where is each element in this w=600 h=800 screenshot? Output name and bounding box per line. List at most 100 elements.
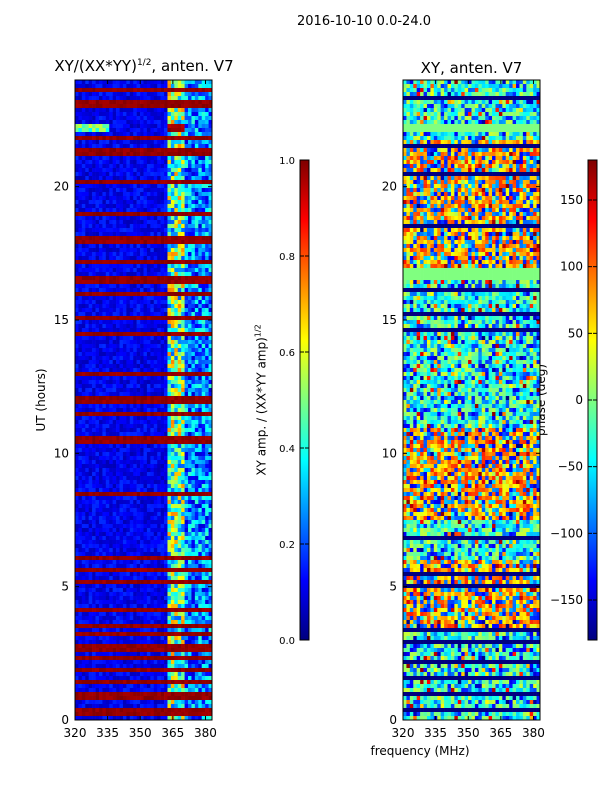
amp-cell [112,560,117,565]
amp-cell [146,492,151,497]
amp-cell [174,424,179,429]
amp-cell [92,456,96,461]
amp-cell [95,288,100,293]
amp-cell [153,272,158,277]
amp-cell [201,536,206,541]
amp-cell [146,108,151,113]
amp-cell [188,408,192,413]
amp-cell [205,420,209,425]
amp-cell [88,224,93,229]
amp-cell [140,440,144,445]
amp-cell [153,400,158,405]
amp-cell [143,304,148,309]
amp-cell [205,424,209,429]
amp-cell [119,384,124,389]
amp-cell [170,140,175,145]
amp-cell [157,320,161,325]
amp-cell [208,368,212,373]
amp-cell [78,356,83,361]
amp-cell [181,116,185,121]
amp-cell [98,432,103,437]
amp-cell [75,352,79,357]
amp-cell [191,572,196,577]
amp-cell [136,388,141,393]
amp-cell [167,260,172,265]
amp-cell [205,104,209,109]
amp-cell [191,140,196,145]
amp-cell [191,332,196,337]
amp-cell [164,300,168,305]
amp-cell [205,540,209,545]
amp-cell [109,480,113,485]
amp-cell [116,516,120,521]
amp-cell [143,448,148,453]
amp-cell [116,552,120,557]
amp-cell [188,468,192,473]
amp-cell [122,200,127,205]
amp-cell [119,316,124,321]
amp-cell [140,248,144,253]
amp-cell [167,528,172,533]
amp-cell [167,444,172,449]
amp-cell [188,156,192,161]
amp-cell [119,372,124,377]
amp-cell [150,420,155,425]
amp-cell [188,104,192,109]
amp-cell [198,124,203,129]
amp-cell [188,416,192,421]
amp-cell [208,104,212,109]
amp-cell [143,212,148,217]
amp-cell [188,532,192,537]
amp-cell [136,488,141,493]
amp-cell [205,568,209,573]
amp-cell [105,400,110,405]
amp-cell [98,356,103,361]
amp-cell [191,256,196,261]
amp-cell [78,196,83,201]
amp-cell [205,496,209,501]
amp-cell [140,412,144,417]
amp-cell [160,448,165,453]
amp-cell [208,480,212,485]
amp-cell [167,200,172,205]
amp-cell [208,160,212,165]
amp-cell [170,560,175,565]
amp-cell [122,184,127,189]
amp-cell [188,284,192,289]
amp-cell [184,384,189,389]
amp-cell [205,524,209,529]
amp-cell [150,376,155,381]
amp-cell [140,280,144,285]
amp-cell [81,272,86,277]
amp-cell [201,260,206,265]
amp-cell [170,132,175,137]
amp-cell [177,244,182,249]
amp-cell [81,484,86,489]
amp-cell [98,232,103,237]
amp-cell [129,348,134,353]
amp-cell [140,124,144,129]
amp-cell [146,520,151,525]
amp-cell [157,376,161,381]
amp-cell [105,136,110,141]
amp-cell [140,108,144,113]
amp-cell [143,352,148,357]
amp-cell [170,432,175,437]
amp-cell [198,236,203,241]
amp-cell [85,412,89,417]
amp-cell [188,460,192,465]
amp-cell [181,252,185,257]
amp-cell [188,248,192,253]
amp-cell [191,520,196,525]
amp-cell [174,92,179,97]
amp-cell [98,264,103,269]
amp-cell [170,328,175,333]
amp-cell [146,148,151,153]
amp-cell [136,208,141,213]
amp-cell [194,344,199,349]
amp-cell [133,184,137,189]
amp-cell [81,312,86,317]
amp-cell [174,540,179,545]
amp-cell [150,320,155,325]
amp-cell [92,308,96,313]
